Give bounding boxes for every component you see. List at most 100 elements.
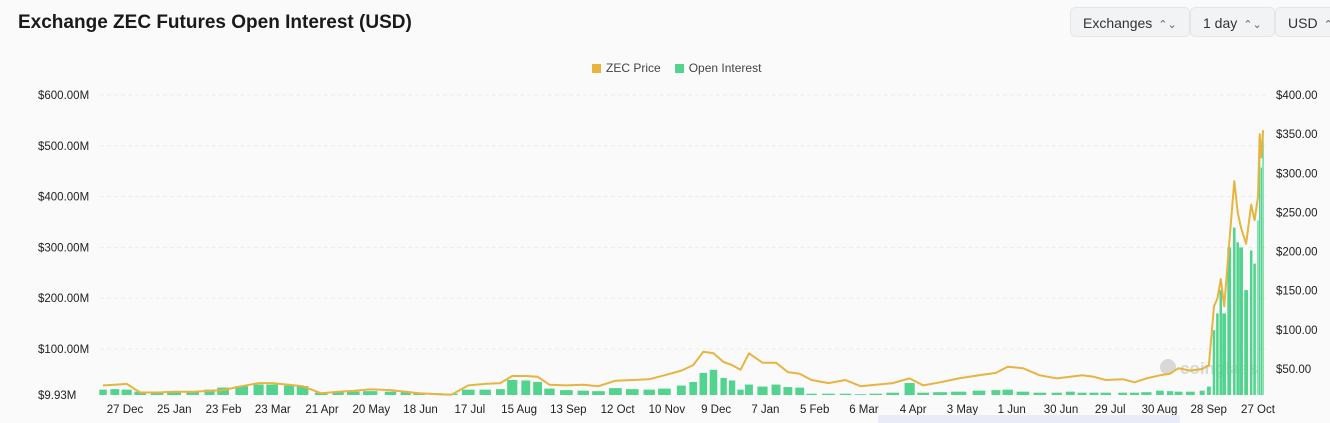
oi-bar [839,393,852,395]
oi-bar [461,389,475,395]
oi-bar [296,386,309,395]
oi-bar [495,389,505,395]
interval-select[interactable]: 1 day ⌃⌄ [1190,7,1275,37]
x-tick-label: 10 Nov [649,404,686,416]
left-tick-label: $500.00M [38,141,89,153]
oi-bar [1249,250,1253,395]
oi-bar [1089,392,1099,395]
exchanges-select-label: Exchanges [1083,15,1153,31]
right-tick-label: $50.00 [1276,364,1311,376]
oi-bar [771,384,781,395]
x-tick-label: 4 Apr [900,404,927,416]
oi-bar [783,387,793,395]
oi-bar [757,386,768,395]
oi-bar [1207,386,1211,395]
oi-bar [253,384,264,395]
chevron-updown-icon: ⌃⌄ [1158,19,1177,31]
right-tick-label: $400.00 [1276,90,1318,102]
oi-bar [266,384,278,395]
oi-bar [1100,392,1111,395]
price-line [102,130,1264,396]
x-tick-label: 1 Jun [998,404,1026,416]
left-tick-label: $300.00M [38,242,89,254]
oi-bar [217,387,229,395]
exchanges-select[interactable]: Exchanges ⌃⌄ [1070,7,1190,37]
x-tick-label: 28 Sep [1191,404,1227,416]
oi-bar [1236,242,1239,395]
oi-bar [1260,167,1262,395]
x-tick-label: 13 Sep [550,404,586,416]
oi-bar [1199,390,1205,395]
oi-bar [1239,247,1243,395]
oi-bar [1259,138,1261,395]
range-slider[interactable] [878,415,1180,423]
oi-bar [951,391,967,395]
oi-bar [521,380,531,395]
currency-select-label: USD [1288,15,1318,31]
oi-bar [283,385,295,395]
oi-bar [1166,391,1174,395]
right-tick-label: $300.00 [1276,168,1318,180]
oi-bar [1233,227,1236,395]
oi-bar [400,392,411,395]
oi-bar [204,389,215,395]
oi-bar [346,391,360,395]
chevron-updown-icon: ⌃⌄ [1243,19,1262,31]
oi-bar [1130,392,1139,395]
chevron-updown-icon: ⌃⌄ [1323,19,1330,31]
oi-bar [886,392,900,395]
x-tick-label: 23 Mar [255,404,291,416]
oi-bar [1185,391,1195,395]
left-tick-label: $9.93M [38,390,76,402]
oi-bar [332,392,344,395]
oi-bar [972,390,986,395]
oi-bar [110,389,120,395]
x-tick-label: 27 Oct [1241,404,1276,416]
oi-bar [1118,392,1128,395]
oi-bar [854,394,867,395]
x-tick-label: 9 Dec [701,404,731,416]
oi-bar [904,383,915,395]
x-tick-label: 18 Jun [403,404,438,416]
oi-bar [1016,391,1030,395]
oi-bar [745,384,753,395]
oi-bar [1051,392,1062,395]
oi-bar [1141,392,1152,395]
x-tick-label: 30 Aug [1142,404,1178,416]
oi-bar [822,393,835,395]
oi-bar [643,389,655,395]
oi-bar [1174,391,1183,395]
oi-bar [363,391,378,395]
left-tick-label: $600.00M [38,90,89,102]
oi-bar [737,389,744,395]
currency-select[interactable]: USD ⌃⌄ [1275,7,1330,37]
oi-bar [728,380,736,395]
x-tick-label: 5 Feb [800,404,829,416]
legend-item-price[interactable]: ZEC Price [592,61,661,75]
right-tick-label: $200.00 [1276,247,1318,259]
x-tick-label: 27 Dec [107,404,144,416]
oi-bar [1262,131,1264,395]
oi-bar [806,393,817,395]
oi-bar [235,386,249,395]
oi-bar [625,389,639,395]
left-tick-label: $100.00M [38,344,89,356]
x-tick-label: 15 Aug [501,404,537,416]
oi-bar [720,377,727,395]
right-tick-label: $150.00 [1276,286,1318,298]
oi-bar [577,390,589,395]
oi-bar [917,392,929,395]
oi-bar [1212,330,1216,395]
oi-bar [676,385,686,395]
legend-item-oi[interactable]: Open Interest [674,61,762,75]
x-tick-label: 23 Feb [206,404,242,416]
chart-legend: ZEC Price Open Interest [592,61,761,75]
legend-label: Open Interest [688,61,762,75]
oi-bar [1002,389,1013,395]
oi-bar [1222,313,1227,395]
right-tick-label: $100.00 [1276,325,1318,337]
oi-bar [991,390,1001,395]
left-tick-label: $400.00M [38,192,89,204]
oi-bar [384,391,397,395]
